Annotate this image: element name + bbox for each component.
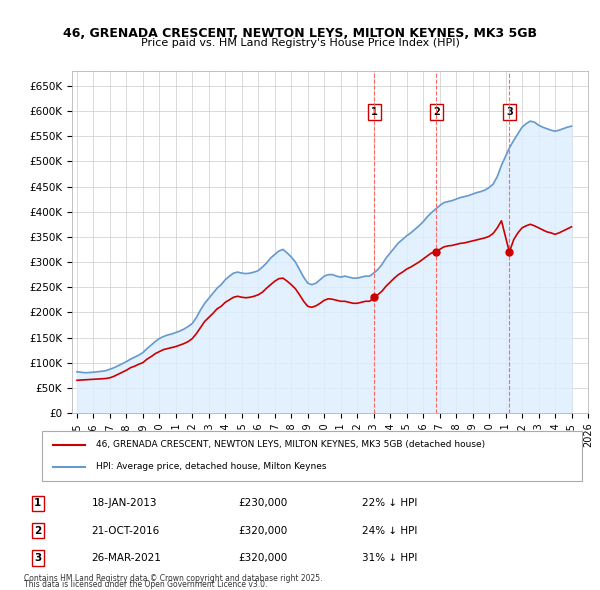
Text: 31% ↓ HPI: 31% ↓ HPI [362,553,418,563]
Text: 1: 1 [371,107,378,117]
Text: £320,000: £320,000 [238,526,287,536]
Text: 22% ↓ HPI: 22% ↓ HPI [362,498,418,508]
Text: 3: 3 [506,107,513,117]
Text: 2: 2 [34,526,41,536]
Text: 24% ↓ HPI: 24% ↓ HPI [362,526,418,536]
Text: £320,000: £320,000 [238,553,287,563]
Text: £230,000: £230,000 [238,498,287,508]
Text: 3: 3 [34,553,41,563]
Text: 2: 2 [433,107,440,117]
Text: HPI: Average price, detached house, Milton Keynes: HPI: Average price, detached house, Milt… [96,463,326,471]
Text: 1: 1 [34,498,41,508]
Text: 46, GRENADA CRESCENT, NEWTON LEYS, MILTON KEYNES, MK3 5GB (detached house): 46, GRENADA CRESCENT, NEWTON LEYS, MILTO… [96,440,485,449]
FancyBboxPatch shape [42,431,582,481]
Text: Price paid vs. HM Land Registry's House Price Index (HPI): Price paid vs. HM Land Registry's House … [140,38,460,48]
Text: 21-OCT-2016: 21-OCT-2016 [91,526,160,536]
Text: 26-MAR-2021: 26-MAR-2021 [91,553,161,563]
Text: Contains HM Land Registry data © Crown copyright and database right 2025.: Contains HM Land Registry data © Crown c… [24,574,323,583]
Text: This data is licensed under the Open Government Licence v3.0.: This data is licensed under the Open Gov… [24,581,268,589]
Text: 18-JAN-2013: 18-JAN-2013 [91,498,157,508]
Text: 46, GRENADA CRESCENT, NEWTON LEYS, MILTON KEYNES, MK3 5GB: 46, GRENADA CRESCENT, NEWTON LEYS, MILTO… [63,27,537,40]
